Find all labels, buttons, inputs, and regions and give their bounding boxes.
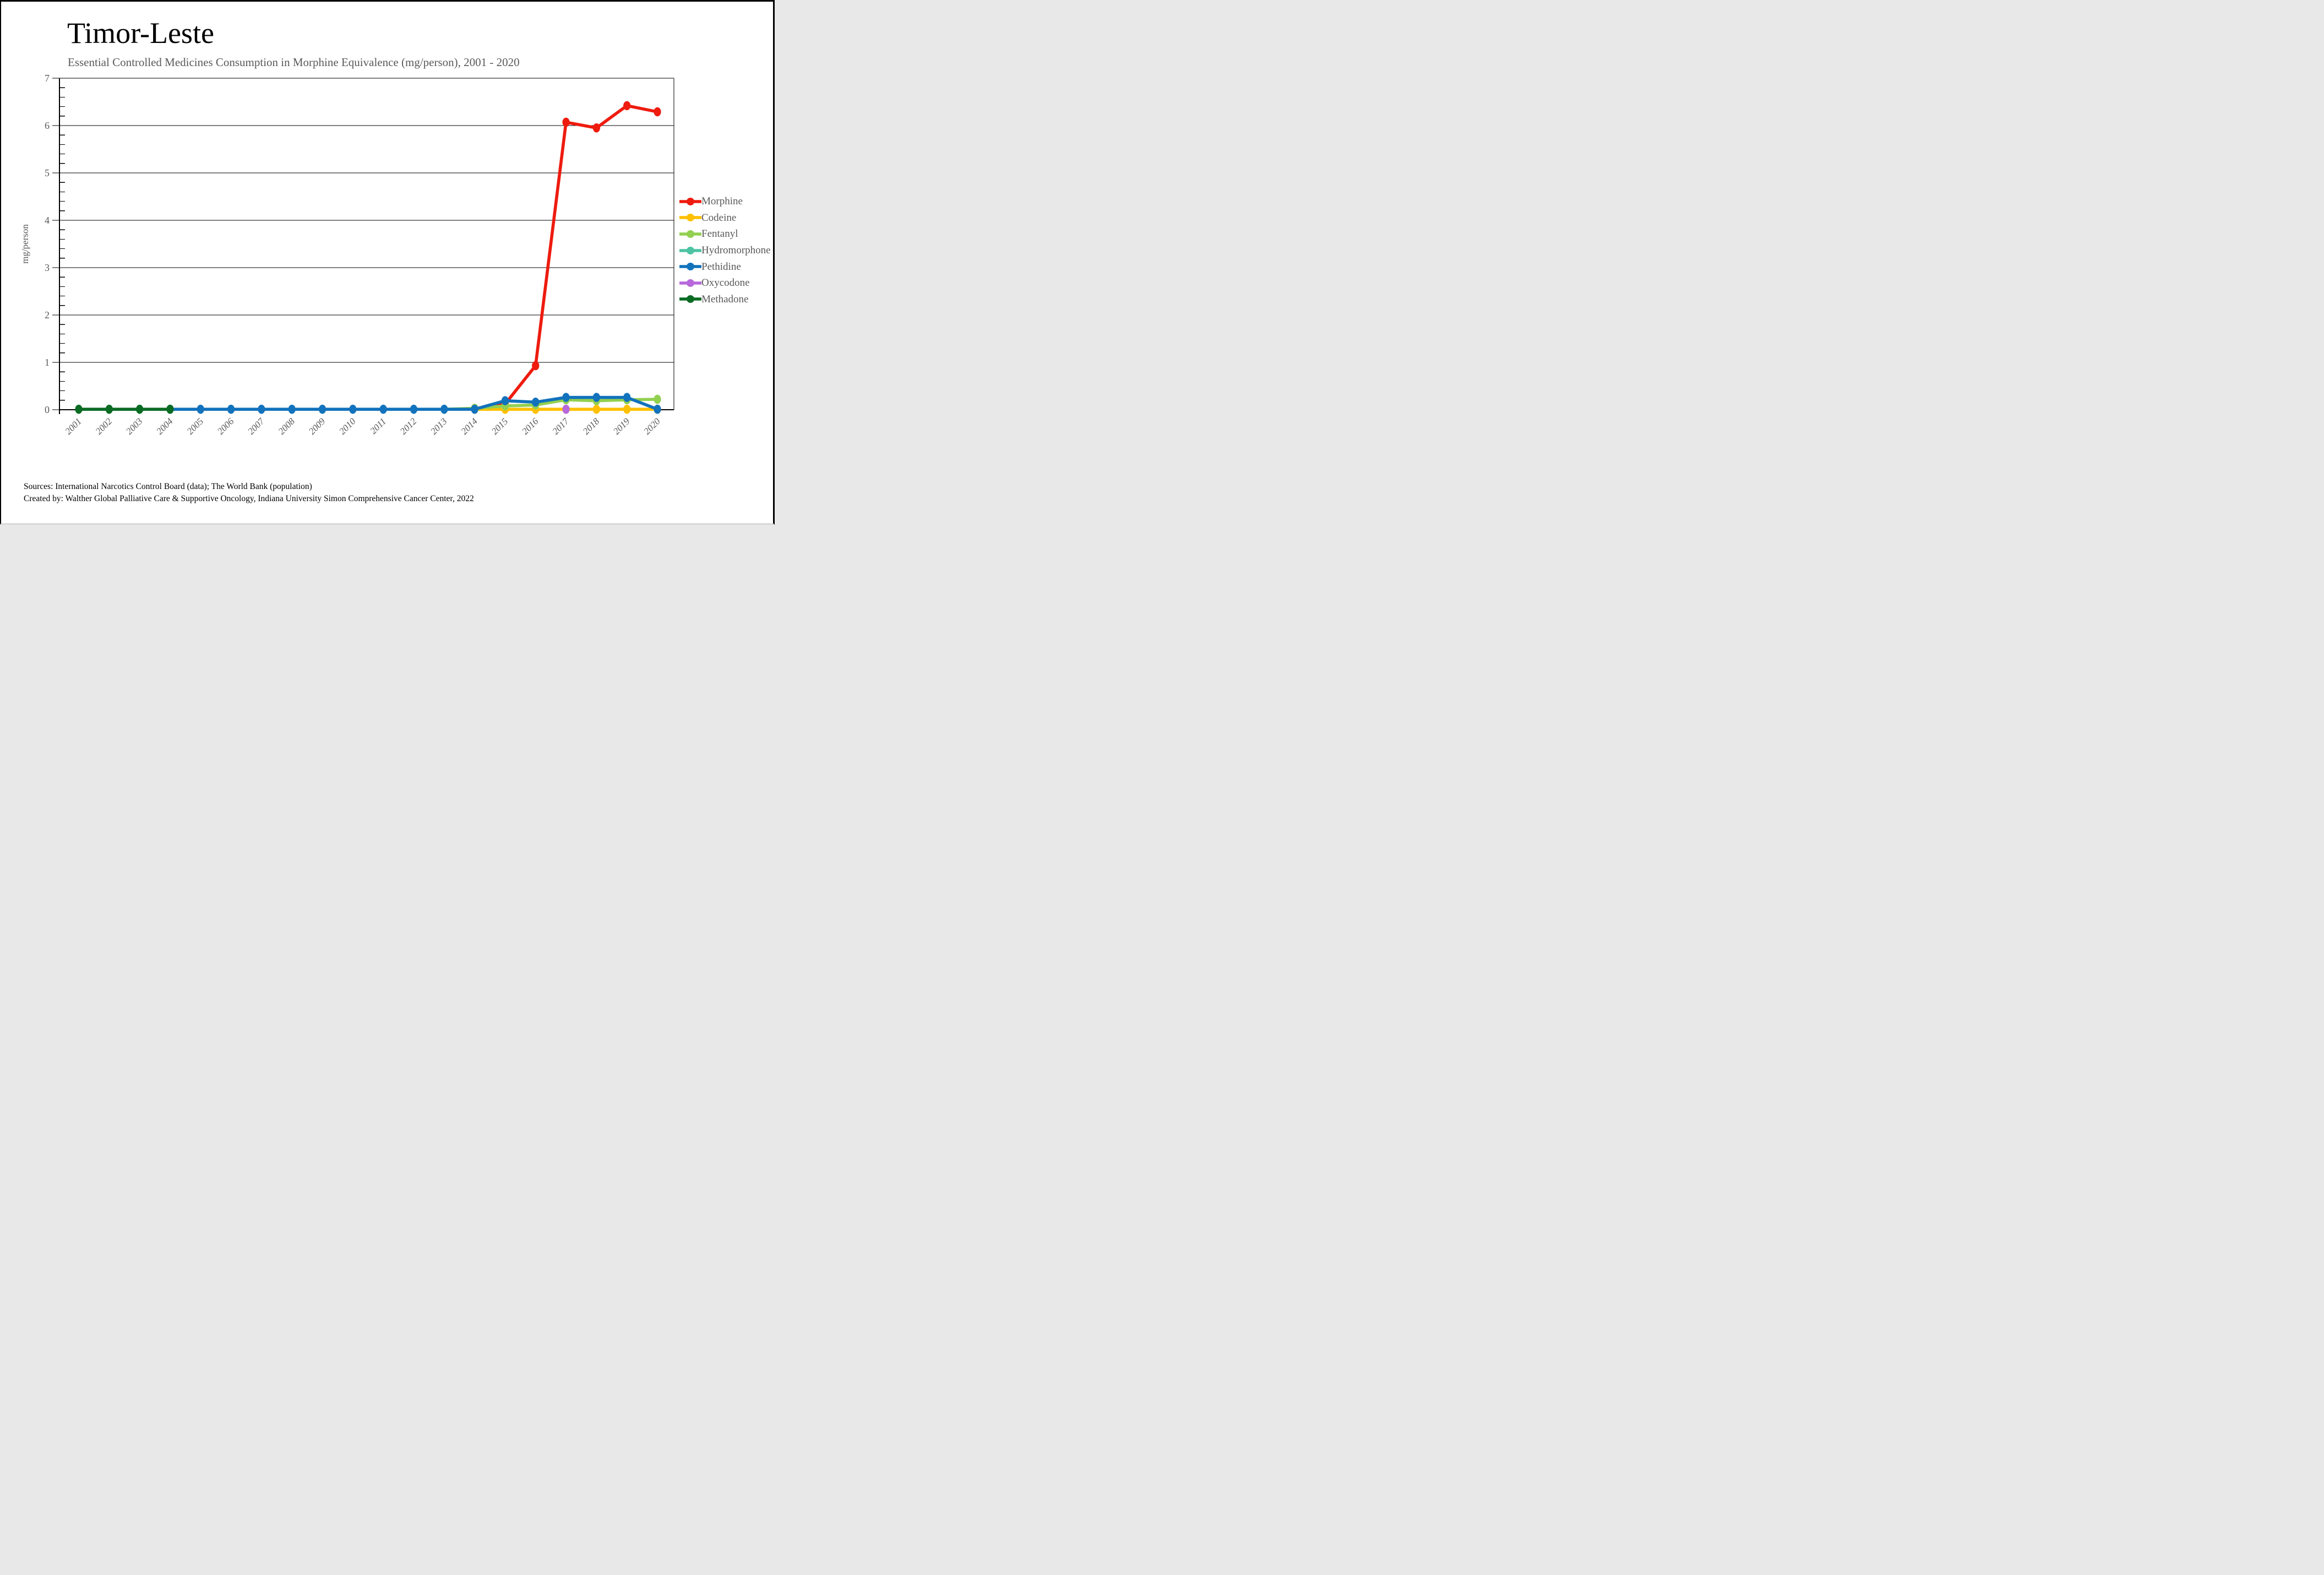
legend-dot-icon — [687, 295, 694, 303]
chart-subtitle: Essential Controlled Medicines Consumpti… — [68, 56, 520, 69]
chart-legend: Morphine Codeine Fentanyl Hydromorphone Peth… — [679, 193, 771, 307]
x-axis-tick-label: 2014 — [459, 416, 480, 437]
series-marker-fentanyl — [654, 394, 661, 404]
series-marker-pethidine — [410, 404, 418, 414]
series-marker-methadone — [166, 404, 174, 414]
series-marker-morphine — [532, 361, 540, 371]
legend-swatch-pethidine — [679, 263, 701, 271]
chart-canvas: Timor-Leste Essential Controlled Medicin… — [0, 0, 775, 525]
legend-swatch-oxycodone — [679, 279, 701, 287]
series-marker-pethidine — [654, 404, 661, 414]
x-axis-tick-label: 2001 — [63, 416, 83, 436]
x-axis-tick-label: 2004 — [154, 416, 175, 437]
y-axis-tick-label: 5 — [45, 167, 50, 178]
series-marker-codeine — [592, 404, 600, 414]
x-axis-tick-label: 2013 — [428, 416, 449, 436]
series-marker-morphine — [592, 123, 600, 133]
series-marker-pethidine — [288, 404, 296, 414]
legend-dot-icon — [687, 214, 694, 222]
y-axis-tick-label: 0 — [45, 404, 50, 415]
x-axis-tick-label: 2005 — [185, 416, 205, 436]
x-axis-tick-label: 2009 — [307, 416, 328, 437]
x-axis-tick-label: 2018 — [581, 416, 602, 437]
legend-item-codeine: Codeine — [679, 210, 771, 226]
series-marker-pethidine — [227, 404, 235, 414]
x-axis-tick-label: 2007 — [246, 415, 267, 437]
x-axis-tick-label: 2017 — [550, 415, 572, 437]
legend-swatch-codeine — [679, 214, 701, 222]
series-marker-pethidine — [318, 404, 326, 414]
y-axis-tick-label: 3 — [45, 262, 50, 273]
series-marker-methadone — [75, 404, 83, 414]
series-marker-pethidine — [562, 393, 570, 402]
y-axis-tick-label: 2 — [45, 309, 50, 321]
legend-label-fentanyl: Fentanyl — [701, 228, 738, 240]
legend-label-oxycodone: Oxycodone — [701, 277, 750, 289]
series-marker-pethidine — [197, 404, 204, 414]
y-axis-tick-label: 1 — [45, 357, 50, 368]
legend-swatch-hydromorphone — [679, 246, 701, 254]
x-axis-tick-label: 2011 — [368, 416, 388, 436]
series-marker-pethidine — [501, 396, 509, 405]
y-axis-tick-label: 6 — [45, 120, 50, 131]
line-chart-plot: 0 1 2 3 4 5 6 7 2001 2002 2003 2004 2005 2006 2007 2008… — [45, 73, 674, 437]
series-marker-pethidine — [258, 404, 265, 414]
series-marker-oxycodone — [562, 404, 570, 414]
series-marker-morphine — [562, 117, 570, 127]
series-marker-methadone — [136, 404, 144, 414]
legend-item-oxycodone: Oxycodone — [679, 275, 771, 291]
series-marker-codeine — [623, 404, 631, 414]
series-marker-pethidine — [592, 393, 600, 402]
footer-sources: Sources: International Narcotics Control… — [24, 482, 312, 491]
footer-created-by: Created by: Walther Global Palliative Ca… — [24, 493, 474, 503]
series-marker-pethidine — [623, 393, 631, 402]
legend-item-methadone: Methadone — [679, 291, 771, 308]
x-axis-tick-label: 2016 — [520, 416, 541, 437]
series-line-morphine — [473, 104, 659, 411]
legend-label-morphine: Morphine — [701, 195, 743, 208]
legend-swatch-fentanyl — [679, 230, 701, 238]
y-axis-tick-label: 4 — [45, 215, 50, 226]
x-axis-tick-label: 2015 — [489, 416, 510, 436]
chart-footer: Sources: International Narcotics Control… — [24, 481, 474, 504]
legend-swatch-morphine — [679, 197, 701, 205]
legend-label-codeine: Codeine — [701, 211, 737, 224]
x-axis-tick-label: 2012 — [398, 416, 419, 437]
legend-label-pethidine: Pethidine — [701, 260, 741, 273]
series-marker-pethidine — [471, 404, 478, 414]
legend-swatch-methadone — [679, 295, 701, 303]
series-marker-pethidine — [440, 404, 448, 414]
legend-item-pethidine: Pethidine — [679, 258, 771, 275]
series-marker-pethidine — [379, 404, 387, 414]
legend-dot-icon — [687, 197, 694, 205]
y-axis-tick-label: 7 — [45, 73, 50, 84]
legend-item-fentanyl: Fentanyl — [679, 226, 771, 242]
series-marker-pethidine — [532, 397, 540, 407]
x-axis-tick-label: 2008 — [276, 416, 297, 437]
page-title: Timor-Leste — [67, 17, 214, 50]
x-axis-tick-label: 2006 — [215, 416, 236, 437]
x-axis-tick-label: 2010 — [337, 416, 358, 437]
series-marker-morphine — [654, 107, 661, 117]
legend-dot-icon — [687, 279, 694, 287]
legend-item-morphine: Morphine — [679, 193, 771, 210]
legend-item-hydromorphone: Hydromorphone — [679, 242, 771, 259]
x-axis-tick-label: 2003 — [124, 416, 144, 436]
legend-dot-icon — [687, 230, 694, 238]
legend-label-hydromorphone: Hydromorphone — [701, 245, 771, 257]
legend-dot-icon — [687, 263, 694, 271]
series-marker-pethidine — [349, 404, 357, 414]
series-marker-methadone — [105, 404, 113, 414]
legend-label-methadone: Methadone — [701, 293, 749, 305]
series-marker-morphine — [623, 101, 631, 111]
x-axis-tick-label: 2002 — [94, 416, 115, 437]
x-axis-tick-label: 2019 — [611, 416, 632, 437]
x-axis-tick-label: 2020 — [641, 416, 662, 437]
legend-dot-icon — [687, 246, 694, 254]
